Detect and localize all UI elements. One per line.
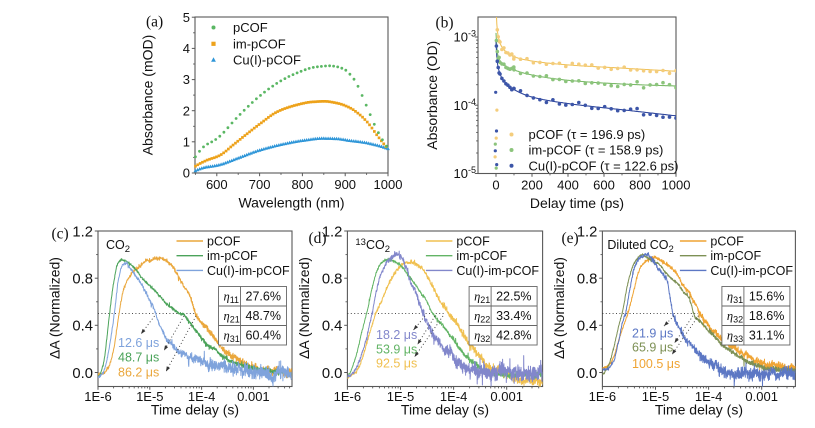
svg-text:92.5 μs: 92.5 μs (376, 357, 417, 371)
svg-text:pCOF: pCOF (233, 20, 268, 35)
svg-text:0.0: 0.0 (577, 366, 598, 382)
svg-text:1E-4: 1E-4 (188, 389, 215, 404)
svg-text:13CO2: 13CO2 (355, 237, 390, 255)
svg-text:Cu(I)-im-pCOF: Cu(I)-im-pCOF (456, 264, 539, 278)
svg-text:12.6 μs: 12.6 μs (118, 336, 159, 350)
svg-text:200: 200 (521, 177, 543, 192)
svg-text:60.4%: 60.4% (246, 328, 281, 342)
svg-text:33.4%: 33.4% (496, 309, 531, 323)
svg-text:0.4: 0.4 (72, 319, 93, 335)
svg-text:48.7%: 48.7% (246, 309, 281, 323)
svg-text:31.1%: 31.1% (749, 328, 784, 342)
svg-text:(c): (c) (52, 226, 69, 243)
svg-text:800: 800 (292, 177, 314, 192)
svg-text:Cu(I)-im-pCOF: Cu(I)-im-pCOF (710, 264, 793, 278)
svg-text:1E-5: 1E-5 (642, 389, 669, 404)
svg-text:700: 700 (249, 177, 271, 192)
svg-text:53.9 μs: 53.9 μs (376, 343, 417, 357)
svg-text:42.8%: 42.8% (496, 328, 531, 342)
svg-text:ΔA (Normalized): ΔA (Normalized) (551, 257, 567, 359)
svg-text:100.5 μs: 100.5 μs (632, 357, 680, 371)
svg-text:800: 800 (629, 177, 651, 192)
svg-text:18.6%: 18.6% (749, 309, 784, 323)
svg-text:27.6%: 27.6% (246, 289, 281, 303)
svg-text:86.2 μs: 86.2 μs (118, 366, 159, 380)
svg-text:65.9 μs: 65.9 μs (632, 341, 673, 355)
svg-text:0.0: 0.0 (72, 366, 93, 382)
svg-text:600: 600 (206, 177, 228, 192)
svg-text:Cu(I)-im-pCOF: Cu(I)-im-pCOF (207, 264, 290, 278)
svg-text:0.001: 0.001 (745, 389, 778, 404)
svg-text:1E-6: 1E-6 (334, 389, 361, 404)
svg-text:im-pCOF: im-pCOF (710, 249, 761, 263)
svg-text:0.0: 0.0 (322, 366, 343, 382)
svg-text:pCOF: pCOF (207, 234, 241, 248)
svg-text:0.4: 0.4 (322, 319, 343, 335)
svg-text:(d): (d) (309, 230, 327, 247)
svg-text:0.4: 0.4 (577, 319, 598, 335)
svg-text:Cu(I)-pCOF: Cu(I)-pCOF (233, 53, 301, 68)
svg-text:15.6%: 15.6% (749, 289, 784, 303)
svg-text:Time delay (s): Time delay (s) (401, 402, 489, 418)
svg-text:CO2: CO2 (106, 238, 130, 255)
svg-text:ΔA (Normalized): ΔA (Normalized) (47, 257, 63, 359)
svg-text:0.001: 0.001 (490, 389, 523, 404)
svg-text:1.2: 1.2 (72, 224, 93, 240)
svg-text:0: 0 (183, 166, 190, 181)
svg-text:Time delay (s): Time delay (s) (655, 402, 743, 418)
svg-text:1E-5: 1E-5 (387, 389, 414, 404)
svg-text:1E-6: 1E-6 (84, 389, 111, 404)
svg-text:4: 4 (183, 41, 190, 56)
svg-text:48.7 μs: 48.7 μs (118, 351, 159, 365)
svg-text:2: 2 (183, 103, 190, 118)
svg-text:18.2 μs: 18.2 μs (376, 328, 417, 342)
svg-text:im-pCOF (τ = 158.9 ps): im-pCOF (τ = 158.9 ps) (529, 143, 664, 158)
svg-text:3: 3 (183, 72, 190, 87)
svg-text:0.8: 0.8 (322, 272, 343, 288)
svg-text:1.2: 1.2 (577, 224, 598, 240)
svg-text:1000: 1000 (662, 177, 691, 192)
svg-text:pCOF (τ = 196.9 ps): pCOF (τ = 196.9 ps) (529, 127, 646, 142)
svg-text:(a): (a) (146, 14, 163, 31)
svg-text:Time delay (s): Time delay (s) (151, 402, 239, 418)
svg-text:1000: 1000 (374, 177, 403, 192)
svg-text:Wavelength (nm): Wavelength (nm) (238, 195, 344, 211)
svg-text:0.001: 0.001 (237, 389, 270, 404)
svg-text:ΔA (Normalized): ΔA (Normalized) (296, 257, 312, 359)
svg-text:pCOF: pCOF (710, 234, 744, 248)
svg-text:1E-4: 1E-4 (695, 389, 722, 404)
svg-text:Delay time (ps): Delay time (ps) (530, 195, 624, 211)
svg-text:22.5%: 22.5% (496, 289, 531, 303)
svg-text:1E-4: 1E-4 (440, 389, 467, 404)
svg-text:0.8: 0.8 (72, 272, 93, 288)
svg-text:Absorbance (OD): Absorbance (OD) (424, 41, 440, 150)
svg-text:(b): (b) (436, 15, 454, 32)
svg-text:0: 0 (492, 177, 499, 192)
svg-text:pCOF: pCOF (456, 234, 490, 248)
svg-text:im-pCOF: im-pCOF (233, 36, 286, 51)
svg-text:900: 900 (334, 177, 356, 192)
svg-text:600: 600 (593, 177, 615, 192)
svg-text:1.2: 1.2 (322, 224, 343, 240)
svg-text:Absorbance (mOD): Absorbance (mOD) (140, 35, 156, 156)
svg-text:1E-6: 1E-6 (589, 389, 616, 404)
svg-text:Diluted CO2: Diluted CO2 (607, 238, 673, 255)
svg-text:im-pCOF: im-pCOF (456, 249, 507, 263)
svg-text:im-pCOF: im-pCOF (207, 249, 258, 263)
svg-text:Cu(I)-pCOF (τ = 122.6 ps): Cu(I)-pCOF (τ = 122.6 ps) (529, 158, 679, 173)
svg-text:21.9 μs: 21.9 μs (632, 327, 673, 341)
svg-text:1: 1 (183, 134, 190, 149)
svg-text:5: 5 (183, 10, 190, 25)
svg-text:(e): (e) (562, 230, 579, 247)
svg-text:0.8: 0.8 (577, 272, 598, 288)
svg-text:400: 400 (557, 177, 579, 192)
svg-text:1E-5: 1E-5 (136, 389, 163, 404)
